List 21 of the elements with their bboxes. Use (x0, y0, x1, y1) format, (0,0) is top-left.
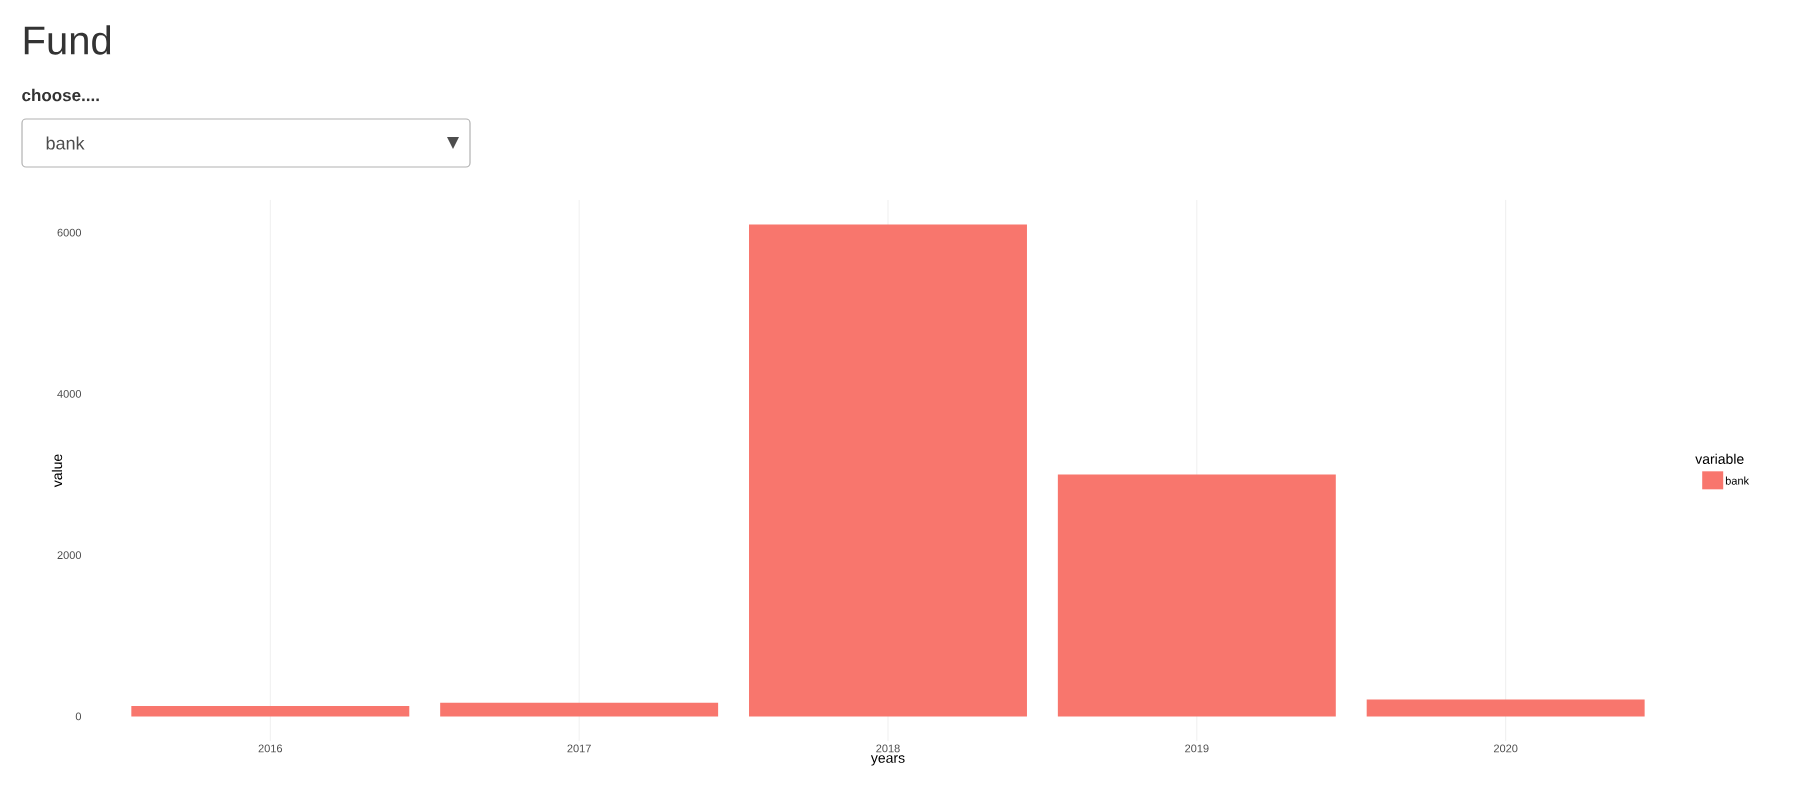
x-tick-label: 2020 (1493, 744, 1518, 753)
legend-label: bank (1725, 476, 1750, 485)
bar (440, 702, 719, 717)
bar (1057, 474, 1336, 717)
chart-subtitle: choose.... (22, 88, 99, 102)
y-tick-label: 6000 (57, 228, 82, 237)
bar (131, 705, 410, 717)
x-tick-label: 2016 (258, 744, 283, 753)
y-tick-label: 0 (75, 712, 82, 721)
x-axis-title: years (870, 755, 905, 766)
x-tick-label: 2017 (567, 744, 591, 753)
text: bank (46, 136, 85, 150)
x-tick-label: 2019 (1185, 744, 1209, 753)
y-tick-label: 4000 (57, 390, 82, 398)
chart-title: Fund (24, 25, 111, 55)
bar (749, 224, 1027, 717)
legend-title: variable (1695, 453, 1744, 464)
bar (1366, 699, 1645, 717)
y-axis-title: value (51, 454, 63, 488)
y-tick-label: 2000 (57, 551, 82, 560)
x-tick-label: 2018 (876, 744, 900, 753)
